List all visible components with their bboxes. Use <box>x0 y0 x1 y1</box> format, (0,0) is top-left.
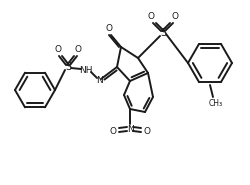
Text: O: O <box>148 11 154 21</box>
Text: S: S <box>65 62 71 72</box>
Text: O: O <box>144 127 150 137</box>
Text: O: O <box>74 45 82 53</box>
Text: O: O <box>110 127 116 137</box>
Text: S: S <box>160 28 166 38</box>
Text: O: O <box>54 45 62 53</box>
Text: CH₃: CH₃ <box>209 98 223 107</box>
Text: O: O <box>172 11 178 21</box>
Text: O: O <box>106 23 112 33</box>
Text: N: N <box>96 75 102 85</box>
Text: NH: NH <box>79 65 93 75</box>
Text: N: N <box>127 125 134 134</box>
